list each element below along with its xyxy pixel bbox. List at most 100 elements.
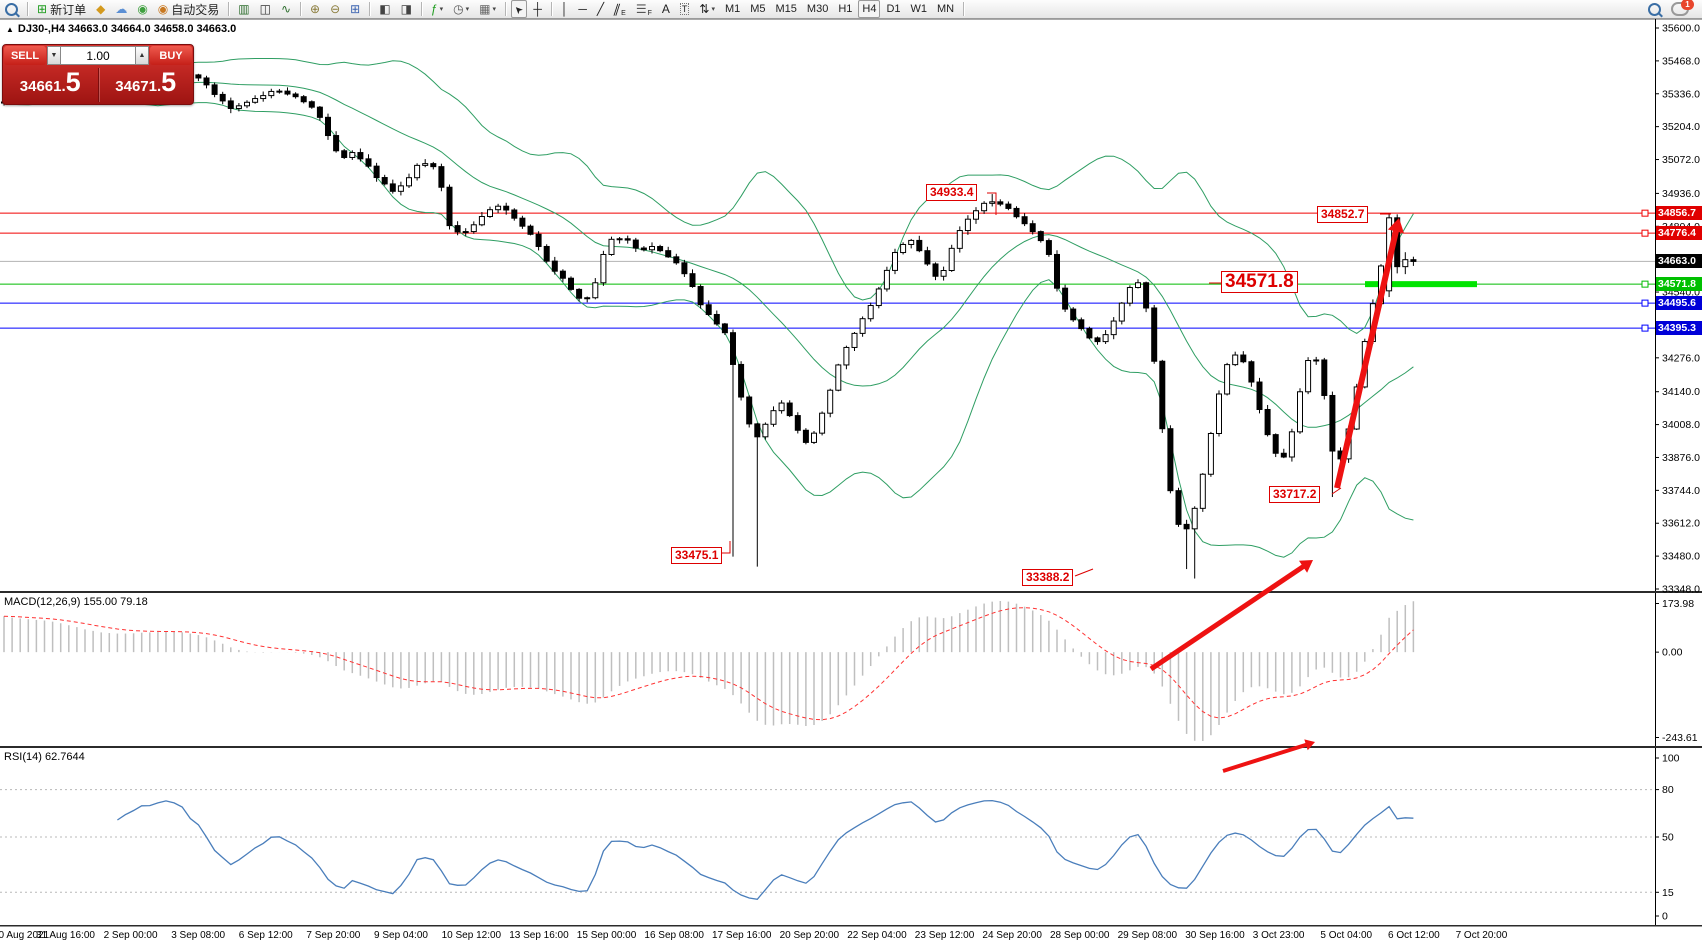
price-axis[interactable]: 35600.0 35468.0 35336.0 35204.0 35072.0 34936… (1655, 23, 1700, 596)
text-label-icon: T (679, 3, 690, 15)
timeframe-MN-button[interactable]: MN (937, 3, 955, 15)
horizontal-line-icon[interactable]: ─ (574, 0, 591, 18)
new-order-button: ⊞ (37, 2, 48, 16)
timeframe-M1-button[interactable]: M1 (724, 3, 741, 15)
signals-icon[interactable]: ◉ (133, 0, 151, 18)
indicators-icon[interactable]: ƒ ▾ (427, 0, 447, 18)
collapse-panel-icon[interactable]: ▲ (6, 25, 14, 34)
chart-shift-icon[interactable]: ◨ (397, 0, 416, 18)
text-icon[interactable]: A (658, 0, 674, 18)
trend-arrows[interactable] (1149, 218, 1404, 773)
volume-input[interactable]: 1.00 (61, 46, 135, 65)
tile-windows-icon[interactable]: ⊞ (346, 0, 364, 18)
arrows-icon[interactable]: ⇅ ▾ (695, 0, 719, 18)
sell-price-display[interactable]: 34661.5 (19, 67, 81, 97)
toolbar: ⊞ 新订单 ◆ ☁ ◉ ◉ 自动交易 ▥ ◫ ∿ ⊕ ⊖ ⊞ ◧ ◨ ƒ ▾ ◷ ▾ ▦ ▾ ➤ ┼ │ ─ ╱ ∥ E ☰ F A T ⇅ ▾ M… (0, 0, 1702, 19)
auto-scroll-icon[interactable]: ◧ (375, 0, 394, 18)
timeframe-H4-button[interactable]: H4 (858, 0, 881, 18)
timeframe-M15-button[interactable]: M15 (775, 3, 797, 15)
zoom-out-icon[interactable]: ⊖ (326, 0, 344, 18)
price-annotation[interactable]: 33388.2 (1022, 569, 1074, 586)
price-annotation[interactable]: 34852.7 (1317, 206, 1369, 223)
svg-text:7 Sep 20:00: 7 Sep 20:00 (306, 930, 360, 941)
svg-text:16 Sep 08:00: 16 Sep 08:00 (644, 930, 704, 941)
line-chart-icon[interactable]: ∿ (277, 0, 295, 18)
svg-text:17 Sep 16:00: 17 Sep 16:00 (712, 930, 772, 941)
rsi-indicator-label: RSI(14) 62.7644 (4, 751, 85, 763)
volume-stepper: ▼ 1.00 ▲ (47, 46, 149, 65)
bar-chart-icon: ▥ (238, 2, 250, 16)
vertical-line-icon[interactable]: │ (557, 0, 573, 18)
cursor-icon[interactable]: ➤ (510, 0, 528, 18)
price-annotation[interactable]: 34933.4 (926, 184, 978, 201)
zoom-in-icon: ⊕ (310, 2, 321, 16)
svg-text:3 Oct 23:00: 3 Oct 23:00 (1253, 930, 1305, 941)
price-annotation[interactable]: 33475.1 (671, 547, 723, 564)
svg-text:35600.0: 35600.0 (1662, 23, 1700, 35)
trendline-icon[interactable]: ╱ (593, 0, 608, 18)
sell-button[interactable]: SELL (4, 46, 46, 65)
svg-text:33876.0: 33876.0 (1662, 452, 1700, 464)
timeframe-W1-button[interactable]: W1 (910, 3, 928, 15)
volume-decrease-button[interactable]: ▼ (47, 46, 61, 65)
fibonacci-icon[interactable]: ☰ F (632, 0, 656, 18)
search-icon (1648, 2, 1661, 16)
svg-text:35468.0: 35468.0 (1662, 55, 1700, 67)
svg-text:34540.0: 34540.0 (1662, 287, 1700, 299)
fibonacci-icon-sub: F (647, 10, 652, 17)
zoom-in-icon[interactable]: ⊕ (306, 0, 324, 18)
signals-icon: ◉ (137, 2, 148, 16)
timeframe-M30-button[interactable]: M30 (806, 3, 829, 15)
svg-text:33348.0: 33348.0 (1662, 584, 1700, 596)
svg-text:33612.0: 33612.0 (1662, 518, 1700, 530)
toolbar-separator (27, 2, 28, 16)
svg-text:30 Sep 16:00: 30 Sep 16:00 (1185, 930, 1245, 941)
chart-shift-icon: ◨ (400, 2, 412, 16)
buy-button[interactable]: BUY (150, 46, 192, 65)
vertical-line-icon: │ (560, 2, 569, 16)
horizontal-price-lines[interactable] (0, 209, 1655, 332)
templates-icon: ▦ (479, 2, 491, 16)
autotrade-button[interactable]: ◉ 自动交易 (154, 0, 224, 18)
periods-icon[interactable]: ◷ ▾ (449, 0, 473, 18)
bar-chart-icon[interactable]: ▥ (234, 0, 253, 18)
search-icon[interactable] (1644, 0, 1665, 18)
candlestick-chart-icon[interactable]: ◫ (256, 0, 275, 18)
periods-icon: ◷ (453, 2, 464, 16)
volume-increase-button[interactable]: ▲ (135, 46, 149, 65)
cloud-icon[interactable]: ☁ (111, 0, 131, 18)
dropdown-caret-icon: ▾ (492, 6, 496, 13)
buy-price-display[interactable]: 34671.5 (115, 67, 177, 97)
horizontal-line-icon: ─ (578, 2, 587, 16)
line-chart-icon: ∿ (280, 2, 292, 16)
svg-text:6 Oct 12:00: 6 Oct 12:00 (1388, 930, 1440, 941)
svg-text:34008.0: 34008.0 (1662, 419, 1700, 431)
price-annotation[interactable]: 34571.8 (1221, 271, 1298, 293)
svg-text:7 Oct 20:00: 7 Oct 20:00 (1456, 930, 1508, 941)
price-annotation[interactable]: 33717.2 (1269, 486, 1321, 503)
text-icon: A (661, 2, 670, 16)
autotrade-button-label: 自动交易 (171, 2, 220, 17)
autotrade-button: ◉ (157, 2, 169, 16)
timeframe-M5-button[interactable]: M5 (750, 3, 766, 15)
market-depth-icon[interactable]: ◆ (92, 0, 109, 18)
quick-search-icon[interactable] (1, 0, 22, 18)
crosshair-icon[interactable]: ┼ (529, 0, 546, 18)
timeframe-H1-button[interactable]: H1 (838, 3, 853, 15)
new-order-button[interactable]: ⊞ 新订单 (33, 0, 90, 18)
chat-button[interactable]: 1 (1667, 0, 1701, 18)
templates-icon[interactable]: ▦ ▾ (475, 0, 500, 18)
timeframe-D1-button[interactable]: D1 (886, 3, 901, 15)
svg-text:34276.0: 34276.0 (1662, 352, 1700, 364)
crosshair-icon: ┼ (533, 2, 542, 16)
chart-ohlc-title: DJ30-,H4 34663.0 34664.0 34658.0 34663.0 (17, 23, 237, 35)
svg-text:34804.0: 34804.0 (1662, 221, 1700, 233)
channel-icon[interactable]: ∥ E (610, 0, 630, 18)
text-label-icon[interactable]: T (676, 0, 694, 18)
indicators-icon: ƒ (430, 2, 438, 16)
new-order-button-label: 新订单 (50, 2, 87, 17)
